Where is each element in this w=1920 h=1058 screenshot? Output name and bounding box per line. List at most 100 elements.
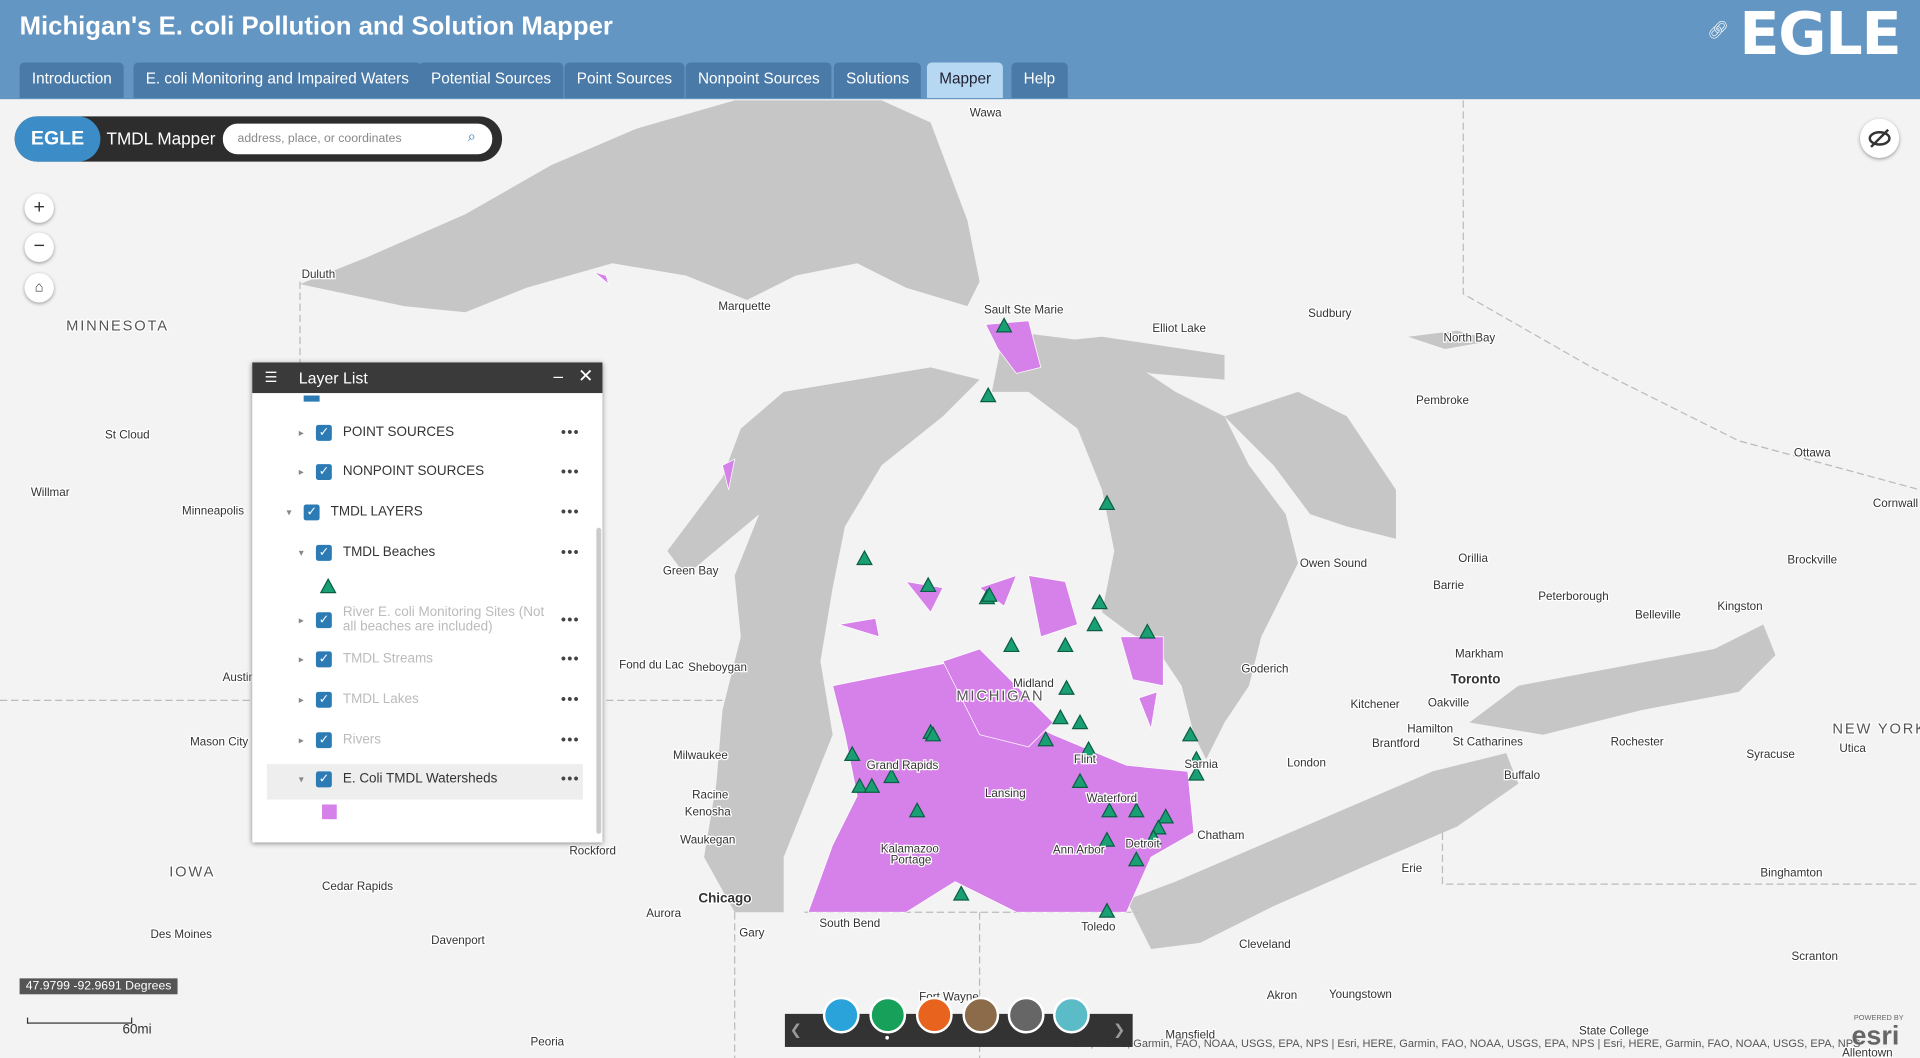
layer-checkbox[interactable]: ✓ xyxy=(315,732,332,749)
beach-marker[interactable] xyxy=(1145,828,1162,845)
nav-tab[interactable]: Potential Sources xyxy=(418,62,564,98)
tool-about[interactable] xyxy=(822,996,860,1034)
beach-marker[interactable] xyxy=(979,386,997,403)
layer-checkbox[interactable]: ✓ xyxy=(315,691,332,708)
nav-tab[interactable]: Nonpoint Sources xyxy=(685,62,832,98)
layer-name[interactable]: TMDL Streams xyxy=(342,651,433,667)
nav-tab[interactable]: Solutions xyxy=(833,62,922,98)
layer-checkbox[interactable]: ✓ xyxy=(315,771,332,788)
beach-marker[interactable] xyxy=(1058,679,1075,695)
beach-marker[interactable] xyxy=(1071,713,1089,730)
beach-marker[interactable] xyxy=(1187,765,1205,781)
beach-marker[interactable] xyxy=(863,777,881,793)
expand-caret[interactable]: ▾ xyxy=(298,547,304,559)
layer-checkbox[interactable]: ✓ xyxy=(315,612,332,629)
beach-marker[interactable] xyxy=(1181,726,1199,742)
search-button[interactable]: ⌕ xyxy=(467,127,477,145)
beach-marker[interactable] xyxy=(856,549,873,566)
zoom-in[interactable]: + xyxy=(24,193,54,223)
nav-tab[interactable]: Mapper xyxy=(926,62,1004,98)
beach-marker[interactable] xyxy=(1098,831,1116,847)
layer-menu[interactable]: ••• xyxy=(560,423,580,441)
beach-marker[interactable] xyxy=(1086,615,1104,632)
beach-marker[interactable] xyxy=(1157,808,1175,824)
beach-marker[interactable] xyxy=(1056,636,1074,653)
beach-marker[interactable] xyxy=(919,576,937,593)
panel-title: Layer List xyxy=(298,368,368,387)
layer-checkbox[interactable]: ✓ xyxy=(315,544,332,561)
beach-marker[interactable] xyxy=(1091,593,1108,610)
close[interactable]: ✕ xyxy=(577,366,594,387)
layer-checkbox[interactable]: ✓ xyxy=(303,504,320,521)
layer-name[interactable]: TMDL Beaches xyxy=(342,544,436,560)
beach-marker[interactable] xyxy=(1149,819,1167,835)
search-input[interactable]: address, place, or coordinates xyxy=(222,123,493,155)
tool-measure[interactable] xyxy=(1007,996,1045,1034)
expand-caret[interactable]: ▸ xyxy=(298,734,304,746)
layer-menu[interactable]: ••• xyxy=(560,650,580,668)
zoom-out[interactable]: − xyxy=(24,232,54,263)
layer-name[interactable]: E. Coli TMDL Watersheds xyxy=(342,771,498,787)
tool-legend[interactable] xyxy=(915,996,953,1034)
beach-marker[interactable] xyxy=(883,767,900,784)
layer-menu[interactable]: ••• xyxy=(560,770,580,788)
next[interactable]: ❯ xyxy=(1113,1021,1126,1039)
layer-menu[interactable]: ••• xyxy=(560,462,580,481)
beach-marker[interactable] xyxy=(981,586,998,602)
nav-tab[interactable]: Introduction xyxy=(19,62,125,98)
beach-marker[interactable] xyxy=(1127,801,1145,818)
nav-tab[interactable]: E. coli Monitoring and Impaired Waters xyxy=(133,62,422,98)
beach-marker[interactable] xyxy=(1052,708,1069,725)
expand-caret[interactable]: ▾ xyxy=(286,506,292,518)
expand-caret[interactable]: ▸ xyxy=(298,694,304,706)
logo[interactable]: EGLE xyxy=(1739,0,1901,69)
nav-tab[interactable]: Help xyxy=(1011,62,1068,98)
layer-name[interactable]: TMDL Lakes xyxy=(342,691,419,707)
tool-draw[interactable] xyxy=(1053,996,1090,1034)
layer-name[interactable]: Rivers xyxy=(342,732,382,747)
layer-name[interactable]: River E. coli Monitoring Sites (Not all … xyxy=(342,604,545,635)
expand-caret[interactable]: ▸ xyxy=(298,653,304,665)
layer-checkbox[interactable]: ✓ xyxy=(315,651,332,668)
tool-basemap[interactable] xyxy=(962,996,1000,1034)
layer-menu[interactable]: ••• xyxy=(560,503,580,521)
expand-caret[interactable]: ▾ xyxy=(298,773,304,785)
scrollbar[interactable] xyxy=(596,527,602,834)
prev[interactable]: ❮ xyxy=(789,1021,803,1039)
beach-marker[interactable] xyxy=(1080,740,1097,757)
beach-marker[interactable] xyxy=(843,745,861,762)
beach-marker[interactable] xyxy=(1098,902,1116,918)
beach-marker[interactable] xyxy=(952,885,970,901)
layer-name[interactable]: TMDL LAYERS xyxy=(330,504,423,520)
minimize[interactable]: – xyxy=(553,366,564,386)
layer-name[interactable]: POINT SOURCES xyxy=(342,424,455,440)
layer-menu[interactable]: ••• xyxy=(560,690,580,708)
expand-caret[interactable]: ▸ xyxy=(298,614,304,626)
link-icon[interactable]: 🔗︎ xyxy=(1706,19,1729,40)
layer-checkbox[interactable]: ✓ xyxy=(315,424,332,441)
layer-menu[interactable]: ••• xyxy=(560,611,580,629)
nav-tab[interactable]: Point Sources xyxy=(564,62,685,98)
toggle-visibility[interactable] xyxy=(1860,118,1900,158)
expand-caret[interactable]: ▸ xyxy=(298,427,304,439)
home[interactable]: ⌂ xyxy=(24,273,54,303)
layer-name[interactable]: NONPOINT SOURCES xyxy=(342,464,485,479)
expand-caret[interactable]: ▸ xyxy=(298,466,304,478)
layer-menu[interactable]: ••• xyxy=(560,543,580,561)
beach-marker[interactable] xyxy=(908,801,926,818)
layer-checkbox[interactable]: ✓ xyxy=(315,464,332,481)
beach-marker[interactable] xyxy=(851,777,868,793)
beach-marker[interactable] xyxy=(1101,801,1118,818)
beach-marker[interactable] xyxy=(1127,850,1145,867)
beach-marker[interactable] xyxy=(924,726,942,742)
beach-marker[interactable] xyxy=(1138,623,1156,639)
tool-layers[interactable] xyxy=(869,996,907,1034)
beach-marker[interactable] xyxy=(1037,730,1055,747)
layer-menu[interactable]: ••• xyxy=(560,731,580,749)
beach-marker[interactable] xyxy=(1098,494,1116,511)
beach-marker[interactable] xyxy=(1003,636,1020,653)
beach-marker[interactable] xyxy=(995,317,1013,333)
badge[interactable]: EGLE xyxy=(14,116,101,162)
beach-marker[interactable] xyxy=(1071,772,1089,788)
